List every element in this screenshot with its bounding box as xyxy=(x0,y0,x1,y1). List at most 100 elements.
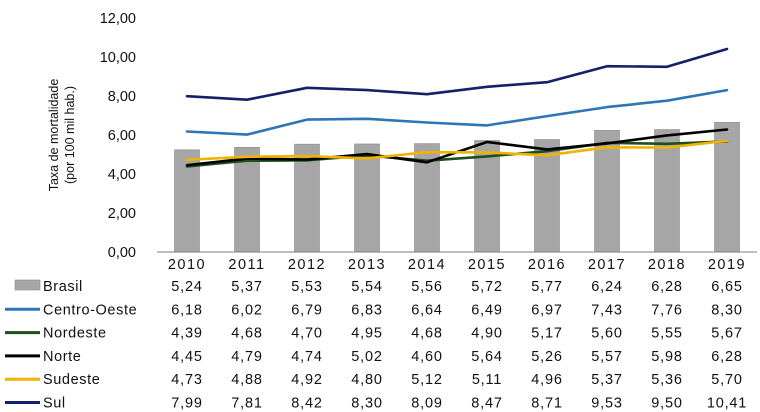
y-tick-label: 8,00 xyxy=(108,89,136,105)
data-label: 5,64 xyxy=(471,349,502,365)
data-label: 8,09 xyxy=(411,396,442,412)
data-label: 5,67 xyxy=(711,326,742,342)
x-tick-label: 2013 xyxy=(348,257,386,273)
data-label: 5,26 xyxy=(531,349,562,365)
data-label: 4,60 xyxy=(411,349,442,365)
legend-label: Norte xyxy=(43,349,81,365)
data-label: 4,79 xyxy=(231,349,262,365)
data-label: 5,37 xyxy=(591,372,622,388)
series-line-centro-oeste xyxy=(185,88,729,136)
data-label: 6,24 xyxy=(591,279,622,295)
data-label: 10,41 xyxy=(707,396,747,412)
y-tick-label: 0,00 xyxy=(108,245,136,261)
data-label: 4,80 xyxy=(351,372,382,388)
data-label: 4,45 xyxy=(171,349,202,365)
data-label: 5,55 xyxy=(651,326,682,342)
data-label: 7,76 xyxy=(651,302,682,318)
data-label: 6,97 xyxy=(531,302,562,318)
data-label: 6,49 xyxy=(471,302,502,318)
y-axis-label-line-2: (por 100 mil hab.) xyxy=(63,86,77,184)
data-label: 6,02 xyxy=(231,302,262,318)
data-label: 5,17 xyxy=(531,326,562,342)
data-label: 5,98 xyxy=(651,349,682,365)
data-label: 8,71 xyxy=(531,396,562,412)
legend-label: Centro-Oeste xyxy=(43,302,137,318)
data-label: 7,99 xyxy=(171,396,202,412)
data-label: 8,47 xyxy=(471,396,502,412)
x-tick-label: 2014 xyxy=(408,257,446,273)
bar xyxy=(294,143,320,253)
data-label: 9,50 xyxy=(651,396,682,412)
x-tick-label: 2019 xyxy=(708,257,746,273)
data-label: 8,30 xyxy=(711,302,742,318)
series-lines xyxy=(185,47,729,168)
data-label: 5,57 xyxy=(591,349,622,365)
data-label: 4,90 xyxy=(471,326,502,342)
data-label: 6,64 xyxy=(411,302,442,318)
data-label: 5,60 xyxy=(591,326,622,342)
data-label: 4,95 xyxy=(351,326,382,342)
data-label: 4,39 xyxy=(171,326,202,342)
data-label: 5,54 xyxy=(351,279,382,295)
x-axis: 2010 2011 2012 2013 2014 2015 2016 2017 2018 2019 xyxy=(157,251,757,273)
bar xyxy=(714,122,740,253)
bar xyxy=(234,146,260,253)
data-label: 4,73 xyxy=(171,372,202,388)
x-tick-label: 2018 xyxy=(648,257,686,273)
x-tick-label: 2017 xyxy=(588,257,626,273)
data-label: 6,18 xyxy=(171,302,202,318)
data-label: 9,53 xyxy=(591,396,622,412)
data-label: 4,68 xyxy=(231,326,262,342)
data-label: 5,53 xyxy=(291,279,322,295)
legend-key-bar xyxy=(14,279,41,291)
data-label: 8,30 xyxy=(351,396,382,412)
data-label: 4,70 xyxy=(291,326,322,342)
data-label: 5,12 xyxy=(411,372,442,388)
bar xyxy=(594,130,620,253)
data-label: 4,88 xyxy=(231,372,262,388)
x-tick-label: 2010 xyxy=(168,257,206,273)
legend-label: Brasil xyxy=(43,279,83,295)
data-label: 6,79 xyxy=(291,302,322,318)
x-tick-label: 2012 xyxy=(288,257,326,273)
x-tick-label: 2011 xyxy=(228,257,265,273)
y-tick-label: 6,00 xyxy=(108,128,136,144)
series-line-nordeste xyxy=(185,140,729,168)
legend-label: Nordeste xyxy=(43,326,107,342)
data-label: 5,24 xyxy=(171,279,202,295)
data-label: 7,43 xyxy=(591,302,622,318)
y-tick-label: 12,00 xyxy=(100,11,136,27)
data-label: 5,37 xyxy=(231,279,262,295)
data-label: 4,92 xyxy=(291,372,322,388)
data-label: 5,36 xyxy=(651,372,682,388)
data-label: 8,42 xyxy=(291,396,322,412)
data-label: 4,74 xyxy=(291,349,322,365)
data-label: 6,28 xyxy=(711,349,742,365)
data-label: 5,70 xyxy=(711,372,742,388)
data-label: 6,83 xyxy=(351,302,382,318)
bar xyxy=(354,143,380,253)
data-label: 4,96 xyxy=(531,372,562,388)
y-tick-label: 2,00 xyxy=(108,206,136,222)
y-axis-label: Taxa de mortalidade (por 100 mil hab.) xyxy=(47,79,77,192)
data-table: Brasil 5,24 5,37 5,53 5,54 5,56 5,72 5,77 6,24 6,… xyxy=(5,279,747,412)
series-line-sudeste xyxy=(185,139,729,162)
series-line-sul xyxy=(185,47,729,101)
data-label: 5,56 xyxy=(411,279,442,295)
x-tick-label: 2016 xyxy=(528,257,566,273)
data-label: 6,28 xyxy=(651,279,682,295)
data-label: 5,11 xyxy=(472,372,502,388)
bars xyxy=(174,122,740,253)
data-label: 4,68 xyxy=(411,326,442,342)
y-axis-ticks: 0,00 2,00 4,00 6,00 8,00 10,00 12,00 xyxy=(100,11,136,261)
y-tick-label: 10,00 xyxy=(100,50,136,66)
x-tick-label: 2015 xyxy=(468,257,506,273)
data-label: 6,65 xyxy=(711,279,742,295)
bar xyxy=(474,140,500,253)
data-label: 7,81 xyxy=(231,396,262,412)
data-label: 5,72 xyxy=(471,279,502,295)
legend-label: Sul xyxy=(43,396,66,412)
y-axis-label-line-1: Taxa de mortalidade xyxy=(47,79,61,192)
data-label: 5,02 xyxy=(351,349,382,365)
